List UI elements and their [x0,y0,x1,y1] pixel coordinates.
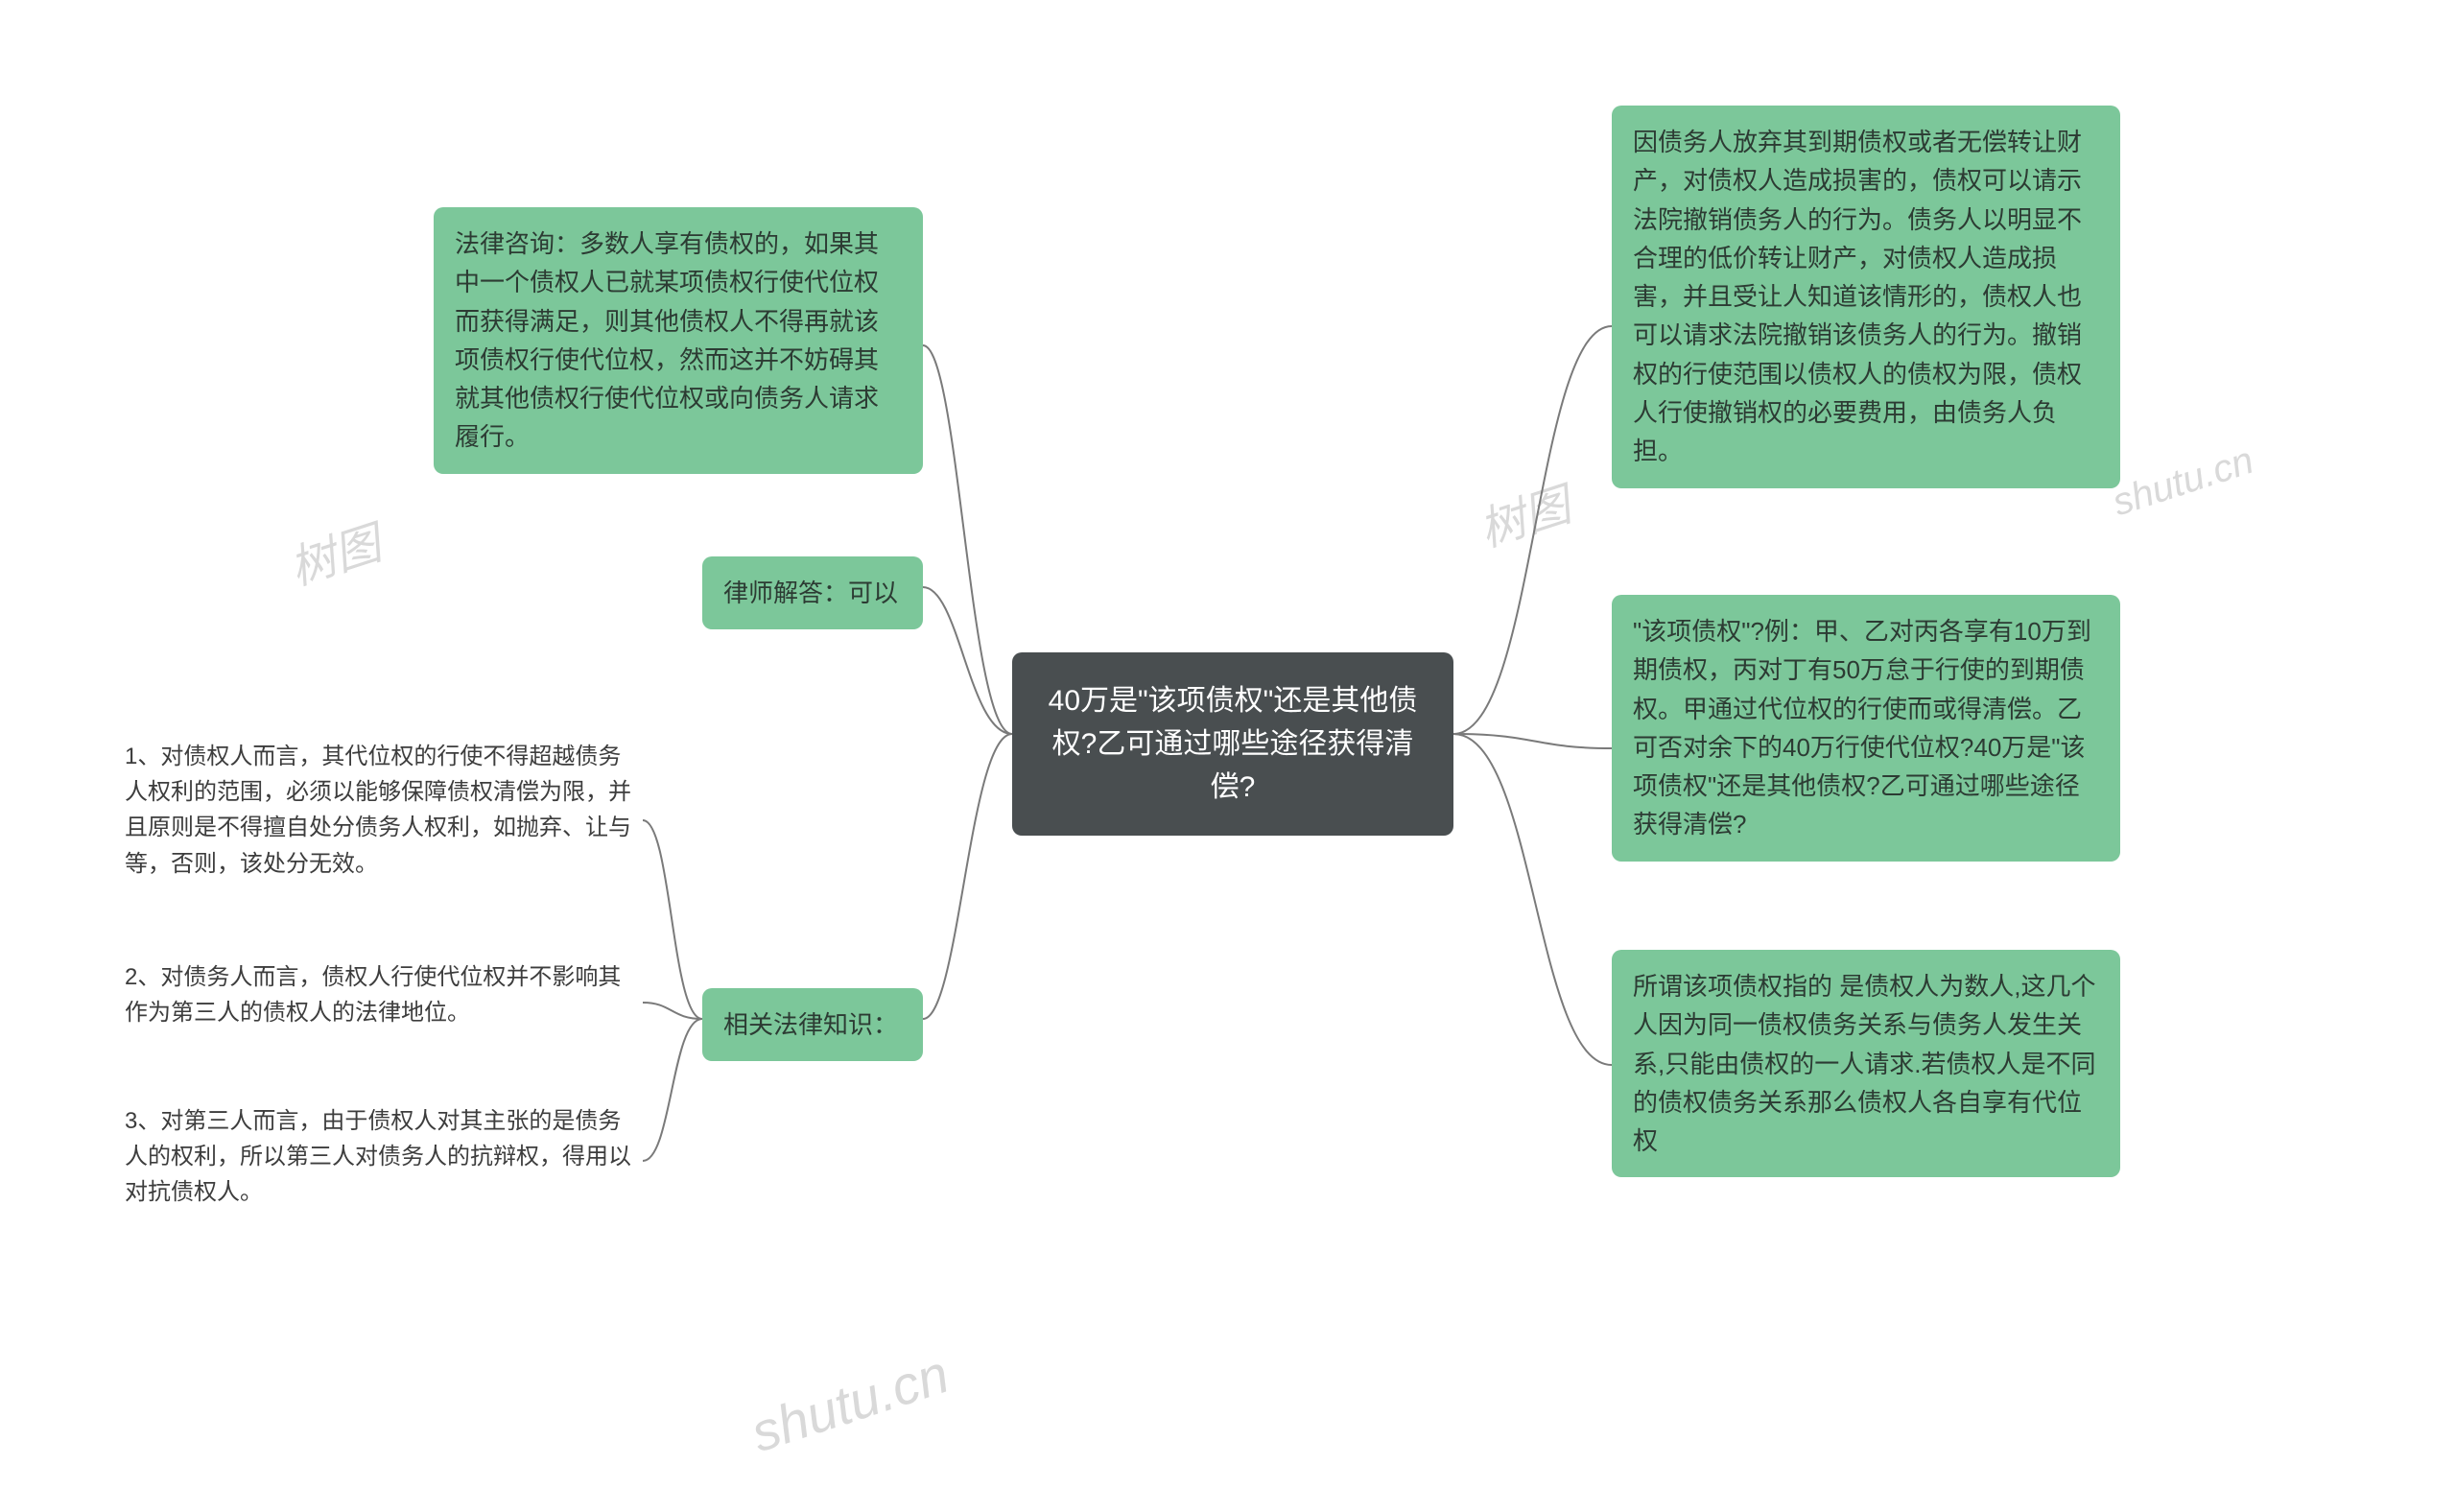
node-consult: 法律咨询：多数人享有债权的，如果其中一个债权人已就某项债权行使代位权而获得满足，… [434,207,923,474]
node-right-2: "该项债权"?例：甲、乙对丙各享有10万到期债权，丙对丁有50万怠于行使的到期债… [1612,595,2120,862]
node-answer: 律师解答：可以 [702,556,923,629]
node-knowledge-label: 相关法律知识： [702,988,923,1061]
knowledge-item-1-text: 1、对债权人而言，其代位权的行使不得超越债务人权利的范围，必须以能够保障债权清偿… [125,744,631,877]
answer-text: 律师解答：可以 [723,579,898,607]
knowledge-item-2-text: 2、对债务人而言，债权人行使代位权并不影响其作为第三人的债权人的法律地位。 [125,964,621,1026]
watermark: 树图 [1470,467,1578,559]
right-2-text: "该项债权"?例：甲、乙对丙各享有10万到期债权，丙对丁有50万怠于行使的到期债… [1633,617,2091,839]
right-3-text: 所谓该项债权指的 是债权人为数人,这几个人因为同一债权债务关系与债务人发生关系,… [1633,972,2095,1155]
root-node: 40万是"该项债权"还是其他债权?乙可通过哪些途径获得清偿? [1012,652,1453,836]
right-1-text: 因债务人放弃其到期债权或者无偿转让财产，对债权人造成损害的，债权可以请示法院撤销… [1633,128,2082,465]
watermark: 树图 [280,506,389,598]
node-knowledge-item-3: 3、对第三人而言，由于债权人对其主张的是债务人的权利，所以第三人对债务人的抗辩权… [125,1103,643,1211]
node-right-3: 所谓该项债权指的 是债权人为数人,这几个人因为同一债权债务关系与债务人发生关系,… [1612,950,2120,1177]
node-knowledge-item-2: 2、对债务人而言，债权人行使代位权并不影响其作为第三人的债权人的法律地位。 [125,959,643,1030]
root-text: 40万是"该项债权"还是其他债权?乙可通过哪些途径获得清偿? [1049,685,1418,803]
node-knowledge-item-1: 1、对债权人而言，其代位权的行使不得超越债务人权利的范围，必须以能够保障债权清偿… [125,739,643,882]
watermark: shutu.cn [2108,439,2259,526]
consult-text: 法律咨询：多数人享有债权的，如果其中一个债权人已就某项债权行使代位权而获得满足，… [455,229,879,451]
knowledge-label-text: 相关法律知识： [723,1010,898,1039]
knowledge-item-3-text: 3、对第三人而言，由于债权人对其主张的是债务人的权利，所以第三人对债务人的抗辩权… [125,1108,631,1205]
watermark: shutu.cn [744,1342,956,1464]
node-right-1: 因债务人放弃其到期债权或者无偿转让财产，对债权人造成损害的，债权可以请示法院撤销… [1612,106,2120,488]
